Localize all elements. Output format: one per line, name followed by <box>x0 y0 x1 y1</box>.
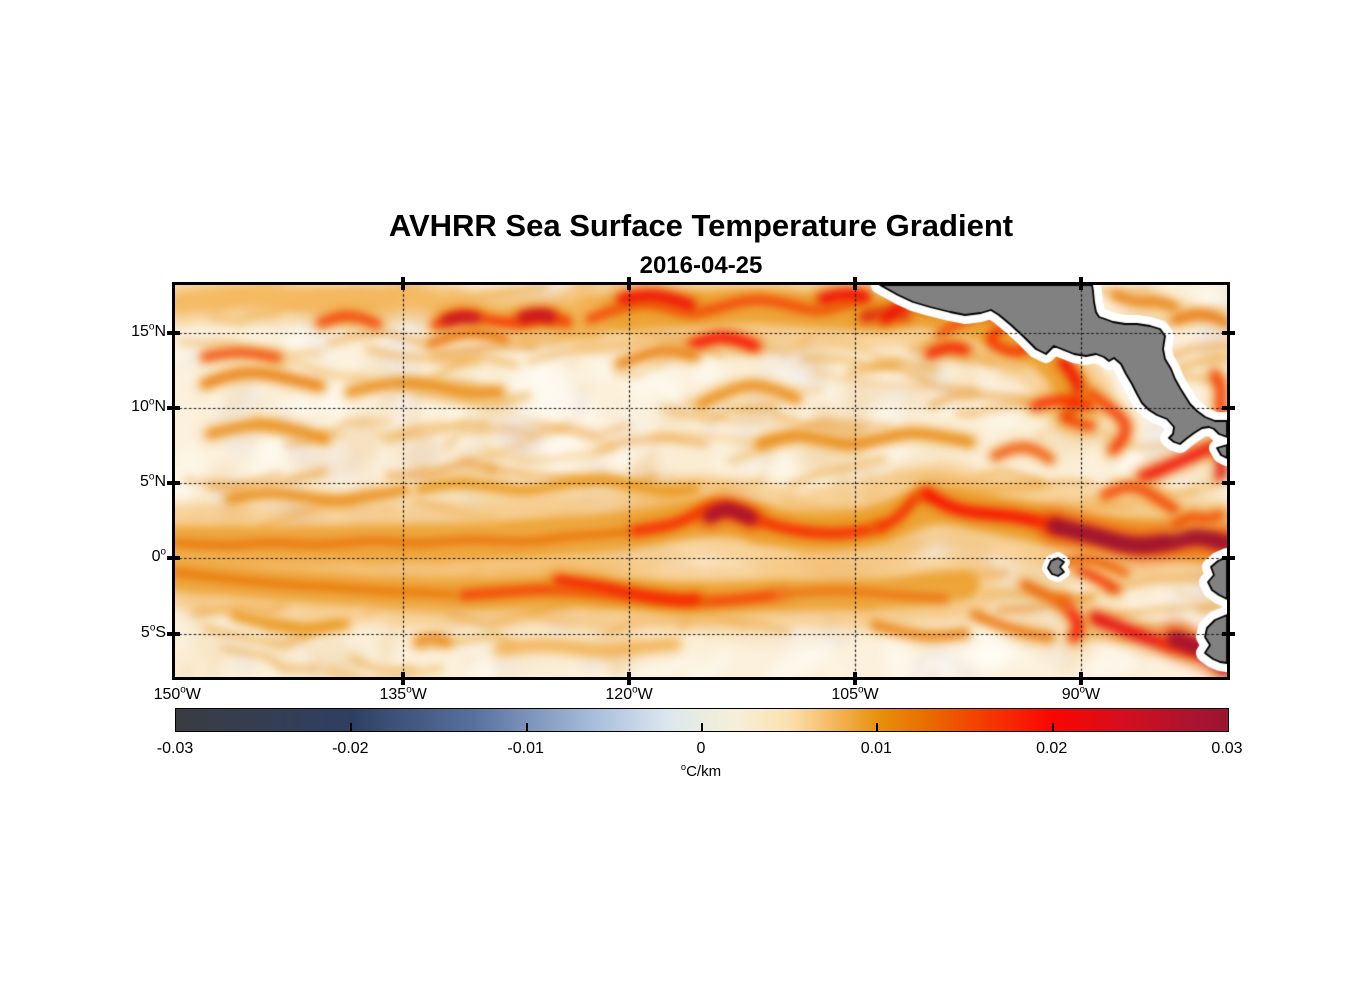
colorbar-tick <box>525 723 528 731</box>
colorbar-tick-label: -0.02 <box>332 740 369 757</box>
y-tick-label: 5oN <box>140 471 166 491</box>
x-axis-tick-bottom <box>1078 672 1083 685</box>
x-axis-tick-bottom <box>401 672 406 685</box>
colorbar-tick-label: -0.01 <box>507 740 544 757</box>
colorbar-tick-label: 0 <box>696 740 706 757</box>
y-axis-tick-left <box>167 556 180 561</box>
chart-subtitle: 2016-04-25 <box>639 252 763 279</box>
y-axis-tick-right <box>1222 631 1235 636</box>
colorbar-tick <box>350 723 353 731</box>
colorbar-tick <box>876 723 879 731</box>
x-axis-tick-top <box>1078 277 1083 290</box>
y-axis-tick-left <box>167 330 180 335</box>
y-axis-tick-right <box>1222 481 1235 486</box>
colorbar-tick-label: 0.01 <box>860 740 892 757</box>
x-tick-label: 90oW <box>1061 684 1101 703</box>
y-axis-tick-right <box>1222 330 1235 335</box>
y-tick-label: 10oN <box>131 396 166 415</box>
y-axis-tick-left <box>167 405 180 410</box>
x-axis-tick-top <box>627 277 632 290</box>
colorbar-unit-label: oC/km <box>680 762 722 780</box>
x-tick-label: 135oW <box>379 684 427 703</box>
y-tick-label: 15oN <box>131 321 166 340</box>
y-axis-tick-right <box>1222 556 1235 561</box>
chart-title: AVHRR Sea Surface Temperature Gradient <box>388 208 1014 243</box>
y-axis-tick-left <box>167 481 180 486</box>
colorbar-tick-label: 0.02 <box>1036 740 1068 757</box>
y-tick-label: 5oS <box>140 622 166 641</box>
x-tick-label: 105oW <box>831 684 879 703</box>
colorbar-tick <box>1051 723 1054 731</box>
colorbar-tick <box>701 723 703 731</box>
colorbar-tick-label: -0.03 <box>156 740 194 757</box>
x-tick-label: 120oW <box>605 684 653 703</box>
x-axis-tick-bottom <box>852 672 857 685</box>
y-axis-tick-right <box>1222 405 1235 410</box>
map-plot <box>167 277 1235 685</box>
colorbar-tick-label: 0.03 <box>1211 740 1243 757</box>
x-axis-tick-bottom <box>627 672 632 685</box>
x-axis-tick-top <box>401 277 406 290</box>
y-tick-label: 0o <box>151 547 166 566</box>
x-axis-tick-top <box>852 277 857 290</box>
sst-gradient-map-canvas <box>175 285 1227 677</box>
colorbar <box>175 708 1229 732</box>
x-tick-label: 150oW <box>153 684 201 703</box>
y-axis-tick-left <box>167 631 180 636</box>
